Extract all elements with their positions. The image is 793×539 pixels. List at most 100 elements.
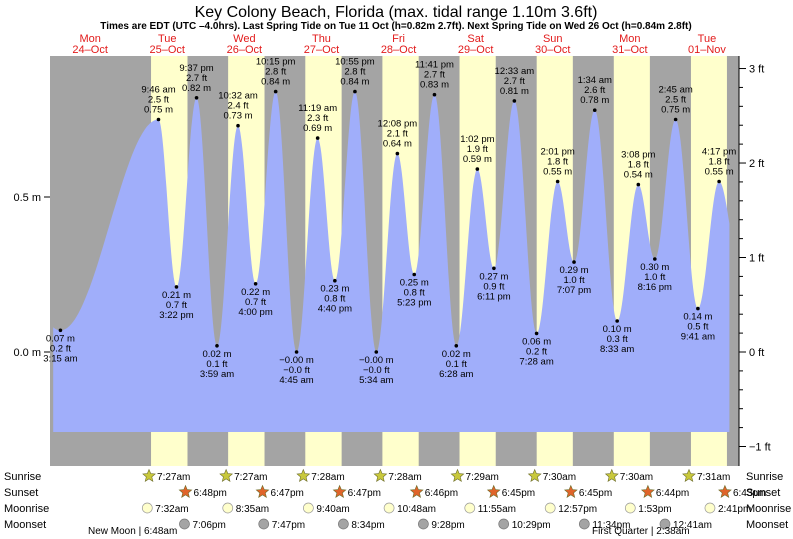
moonrise-icon xyxy=(303,502,314,514)
moonrise-icon xyxy=(383,502,395,514)
tide-label-line: 3:15 am xyxy=(43,353,77,364)
tide-label-line: 0.75 m xyxy=(661,105,690,116)
tide-label-line: 1:02 pm xyxy=(460,134,494,145)
low-tide-label: 0.06 m0.2 ft7:28 am xyxy=(519,331,554,367)
day-weekday: Wed xyxy=(233,33,255,45)
tide-label-line: 0.23 m xyxy=(320,284,349,295)
row-label-left: Sunset xyxy=(4,487,38,499)
tide-point xyxy=(636,182,641,187)
low-tide-label: 0.07 m0.2 ft3:15 am xyxy=(43,328,78,364)
tide-point xyxy=(156,117,161,122)
day-weekday: Thu xyxy=(312,33,331,45)
tide-point xyxy=(475,167,480,171)
sunset-icon xyxy=(409,484,424,498)
sunset-time: 6:46pm xyxy=(425,488,458,499)
high-tide-label: 9:46 am2.5 ft0.75 m xyxy=(141,85,176,122)
tide-point xyxy=(174,285,179,289)
tide-point xyxy=(253,282,258,286)
moonset-icon xyxy=(498,518,510,530)
tide-label-line: 2.3 ft xyxy=(307,113,328,124)
day-weekday: Fri xyxy=(392,33,405,45)
tide-label-line: 1.9 ft xyxy=(467,144,488,155)
low-tide-label: 0.22 m0.7 ft4:00 pm xyxy=(238,282,273,318)
moonrise-time: 2:41pm xyxy=(718,504,751,515)
high-tide-label: 4:17 pm1.8 ft0.55 m xyxy=(702,147,736,184)
tide-label-line: 0.02 m xyxy=(202,349,231,360)
tide-point xyxy=(673,117,678,122)
tide-point xyxy=(653,257,657,261)
tide-label-line: 4:40 pm xyxy=(318,304,352,315)
tide-label-line: 0.9 ft xyxy=(483,281,504,292)
sunrise-icon xyxy=(142,468,156,482)
low-tide-label: 0.02 m0.1 ft3:59 am xyxy=(200,344,234,380)
tide-label-line: 0.02 m xyxy=(442,349,471,360)
tide-label-line: 2.7 ft xyxy=(504,76,525,87)
tide-label-line: 3:22 pm xyxy=(159,310,193,321)
tide-point xyxy=(696,306,700,311)
tide-label-line: 0.73 m xyxy=(224,111,253,122)
right-axis-label: 2 ft xyxy=(749,158,764,170)
moonset-icon xyxy=(338,518,349,530)
sunset-icon xyxy=(486,484,501,498)
tide-label-line: 6:11 pm xyxy=(477,291,511,302)
tide-label-line: 0.8 ft xyxy=(324,294,345,305)
tide-point xyxy=(454,344,459,348)
tide-point xyxy=(315,136,320,140)
tide-label-line: 3:08 pm xyxy=(621,150,655,161)
day-weekday: Tue xyxy=(698,33,717,45)
high-tide-label: 2:45 am2.5 ft0.75 m xyxy=(658,85,693,122)
moonset-time: 8:34pm xyxy=(351,520,384,531)
tide-label-line: −0.0 ft xyxy=(283,365,310,376)
tide-point xyxy=(294,350,299,354)
tide-label-line: 10:15 pm xyxy=(256,57,296,68)
low-tide-label: 0.10 m0.3 ft8:33 am xyxy=(600,319,634,355)
tide-label-line: 4:45 am xyxy=(279,375,313,386)
tide-point xyxy=(236,123,240,128)
day-weekday: Sun xyxy=(543,33,563,45)
moonset-icon xyxy=(659,518,671,530)
sunrise-icon xyxy=(373,468,388,482)
tide-label-line: 12:33 am xyxy=(495,66,535,77)
tide-label-line: 0.59 m xyxy=(463,154,492,165)
tide-label-line: 0.22 m xyxy=(241,287,270,298)
tide-label-line: 11:19 am xyxy=(298,103,337,114)
tide-label-line: 2.5 ft xyxy=(148,95,169,106)
tide-label-line: 0.3 ft xyxy=(607,334,628,345)
tide-label-line: 0.10 m xyxy=(603,324,632,335)
moonset-time: 12:41am xyxy=(673,520,712,531)
sunrise-time: 7:30am xyxy=(620,472,653,483)
day-date: 01–Nov xyxy=(688,44,726,56)
sunset-time: 6:44pm xyxy=(656,488,689,499)
moonrise-time: 8:35am xyxy=(236,504,269,515)
tide-label-line: 0.2 ft xyxy=(50,343,71,354)
tide-label-line: 10:55 pm xyxy=(335,57,375,68)
high-tide-label: 11:19 am2.3 ft0.69 m xyxy=(298,103,337,140)
tide-point xyxy=(534,331,539,336)
day-labels: Mon24–OctTue25–OctWed26–OctThu27–OctFri2… xyxy=(72,33,726,56)
tide-label-line: 0.1 ft xyxy=(446,359,467,370)
high-tide-label: 2:01 pm1.8 ft0.55 m xyxy=(540,147,575,184)
tide-label-line: 0.8 ft xyxy=(404,288,425,299)
tide-label-line: 0.25 m xyxy=(400,278,429,289)
row-label-left: Sunrise xyxy=(4,471,41,483)
tide-label-line: 2:45 am xyxy=(658,85,692,96)
moonset-time: 7:06pm xyxy=(192,520,225,531)
tide-label-line: 2:01 pm xyxy=(540,147,574,158)
high-tide-label: 12:08 pm2.1 ft0.64 m xyxy=(378,119,417,156)
tide-label-line: −0.0 ft xyxy=(363,365,390,376)
tide-point xyxy=(374,350,379,354)
tide-label-line: 0.83 m xyxy=(420,80,449,91)
low-tide-label: 0.14 m0.5 ft9:41 am xyxy=(681,306,715,343)
sunset-icon xyxy=(178,484,193,498)
tide-label-line: 0.5 ft xyxy=(687,322,708,333)
low-tide-label: 0.29 m1.0 ft7:07 pm xyxy=(557,260,591,296)
tide-label-line: −0.00 m xyxy=(359,355,394,366)
sunrise-icon xyxy=(604,468,619,482)
tide-label-line: 0.55 m xyxy=(705,167,734,178)
sunrise-time: 7:30am xyxy=(543,472,576,483)
moonset-icon xyxy=(258,518,270,530)
tide-label-line: 0.14 m xyxy=(683,312,712,323)
sunset-icon xyxy=(332,484,347,498)
tide-label-line: 2.4 ft xyxy=(227,101,248,112)
sunset-time: 6:45pm xyxy=(579,488,612,499)
